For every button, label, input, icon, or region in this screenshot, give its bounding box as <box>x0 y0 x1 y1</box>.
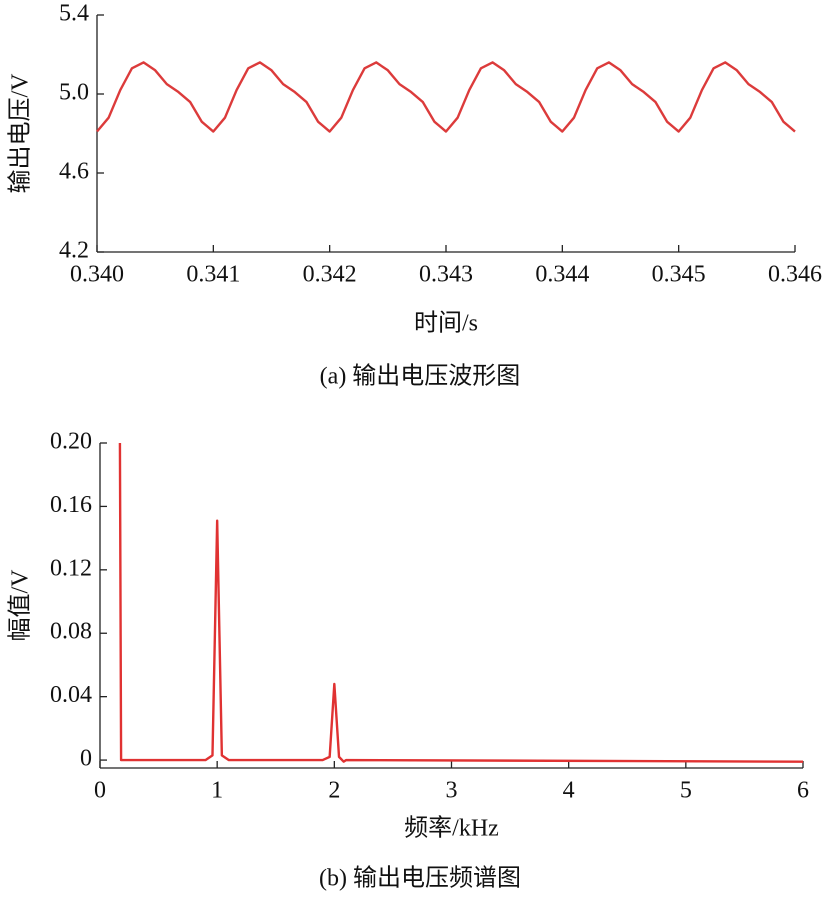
y-tick-label: 0.16 <box>50 492 92 518</box>
y-tick-label: 4.6 <box>59 159 89 185</box>
x-tick-label: 0.345 <box>652 262 706 288</box>
y-tick-label: 0.12 <box>50 555 92 581</box>
x-tick-label: 0.343 <box>419 262 473 288</box>
x-tick-label: 5 <box>680 778 692 804</box>
x-tick-label: 6 <box>797 778 809 804</box>
y-tick-label: 0.20 <box>50 429 92 455</box>
y-tick-label: 0.04 <box>50 682 92 708</box>
data-line <box>96 61 796 133</box>
x-tick-label: 2 <box>328 778 340 804</box>
chart-caption: (a) 输出电压波形图 <box>320 363 521 390</box>
y-tick-label: 0.08 <box>50 619 92 645</box>
x-tick-label: 0.344 <box>535 262 589 288</box>
x-tick-label: 1 <box>211 778 223 804</box>
x-tick-label: 0.341 <box>186 262 240 288</box>
x-axis-label: 时间/s <box>414 310 478 337</box>
y-tick-label: 0 <box>80 746 92 772</box>
x-tick-label: 0.346 <box>768 262 822 288</box>
chart-caption: (b) 输出电压频谱图 <box>319 865 521 892</box>
y-tick-label: 5.4 <box>59 1 89 27</box>
y-axis-label: 输出电压/V <box>7 73 34 194</box>
x-tick-label: 0 <box>94 778 106 804</box>
x-tick-label: 0.342 <box>303 262 357 288</box>
x-axis-label: 频率/kHz <box>404 815 499 842</box>
x-tick-label: 3 <box>446 778 458 804</box>
data-line <box>118 442 804 763</box>
x-tick-label: 0.340 <box>70 262 124 288</box>
y-tick-label: 5.0 <box>59 80 89 106</box>
y-axis-label: 幅值/V <box>7 569 34 642</box>
y-tick-label: 4.2 <box>59 238 89 264</box>
x-tick-label: 4 <box>563 778 575 804</box>
